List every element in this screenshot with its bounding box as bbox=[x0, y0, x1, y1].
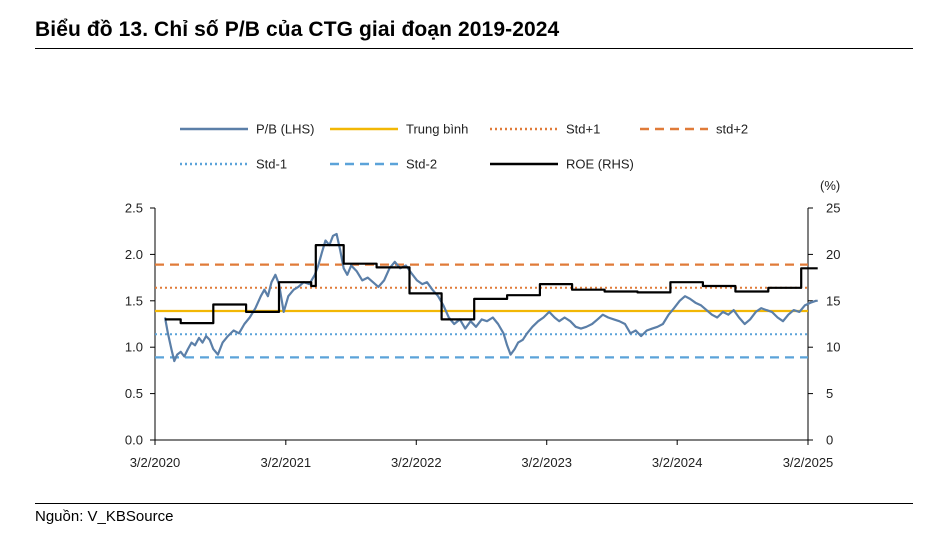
y-left-tick-label: 2.0 bbox=[125, 247, 143, 262]
chart-title: Biểu đồ 13. Chỉ số P/B của CTG giai đoạn… bbox=[35, 18, 560, 41]
legend-label-trung-b-nh: Trung bình bbox=[406, 122, 468, 137]
legend-label-roe-rhs: ROE (RHS) bbox=[566, 157, 634, 172]
y-right-tick-label: 0 bbox=[826, 433, 833, 448]
source-note: Nguồn: V_KBSource bbox=[35, 508, 174, 525]
series-lines bbox=[163, 232, 818, 363]
legend: P/B (LHS) Trung bình Std+1 std+2 Std-1 Std-2 R… bbox=[180, 122, 748, 172]
x-tick-label: 3/2/2025 bbox=[783, 455, 834, 470]
x-tick-label: 3/2/2020 bbox=[130, 455, 181, 470]
y-right-tick-label: 10 bbox=[826, 340, 840, 355]
x-tick-label: 3/2/2021 bbox=[261, 455, 312, 470]
x-tick-label: 3/2/2022 bbox=[391, 455, 442, 470]
axes: 0.0 0.5 1.0 1.5 2.0 2.5 0 5 10 15 20 25 (%) 3/2/2020 3… bbox=[125, 178, 841, 470]
series-roe-rhs bbox=[165, 244, 818, 325]
legend-label-std-1: Std-1 bbox=[256, 157, 287, 172]
y-left-tick-label: 1.0 bbox=[125, 340, 143, 355]
y-right-unit-label: (%) bbox=[820, 178, 840, 193]
y-right-tick-label: 5 bbox=[826, 386, 833, 401]
legend-label-std-2: Std-2 bbox=[406, 157, 437, 172]
series-p-b-lhs bbox=[163, 232, 818, 363]
x-tick-label: 3/2/2024 bbox=[652, 455, 703, 470]
y-left-tick-label: 1.5 bbox=[125, 293, 143, 308]
y-right-tick-label: 15 bbox=[826, 293, 840, 308]
y-right-tick-label: 25 bbox=[826, 201, 840, 216]
title-rule bbox=[35, 48, 913, 49]
y-right-tick-label: 20 bbox=[826, 247, 840, 262]
legend-label-std-2: std+2 bbox=[716, 122, 748, 137]
y-left-tick-label: 0.0 bbox=[125, 433, 143, 448]
x-tick-label: 3/2/2023 bbox=[521, 455, 572, 470]
source-rule bbox=[35, 503, 913, 504]
y-left-tick-label: 2.5 bbox=[125, 201, 143, 216]
legend-label-std-1: Std+1 bbox=[566, 122, 600, 137]
y-left-tick-label: 0.5 bbox=[125, 386, 143, 401]
legend-label-p-b-lhs: P/B (LHS) bbox=[256, 122, 315, 137]
